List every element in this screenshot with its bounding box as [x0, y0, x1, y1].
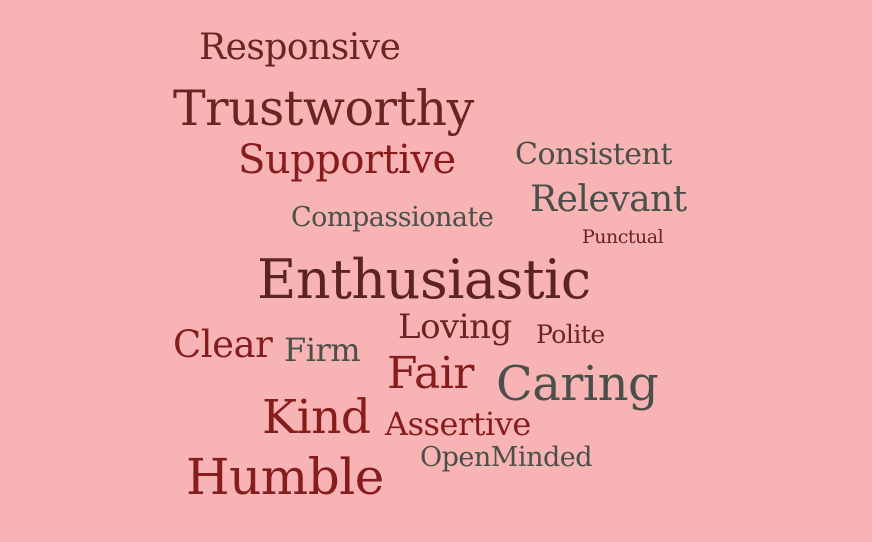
- word-loving: Loving: [398, 307, 512, 347]
- word-openminded: OpenMinded: [420, 442, 593, 473]
- word-responsive: Responsive: [199, 27, 401, 68]
- word-kind: Kind: [262, 390, 371, 445]
- word-clear: Clear: [173, 323, 273, 366]
- word-assertive: Assertive: [385, 405, 531, 443]
- word-enthusiastic: Enthusiastic: [257, 248, 591, 311]
- word-caring: Caring: [496, 356, 659, 412]
- word-firm: Firm: [284, 331, 361, 369]
- word-compassionate: Compassionate: [291, 202, 494, 233]
- word-consistent: Consistent: [515, 137, 672, 172]
- word-punctual: Punctual: [582, 226, 664, 248]
- word-supportive: Supportive: [238, 137, 456, 183]
- word-fair: Fair: [387, 348, 474, 399]
- word-relevant: Relevant: [530, 179, 687, 220]
- word-humble: Humble: [186, 448, 384, 506]
- word-polite: Polite: [536, 320, 605, 349]
- word-trustworthy: Trustworthy: [173, 80, 474, 137]
